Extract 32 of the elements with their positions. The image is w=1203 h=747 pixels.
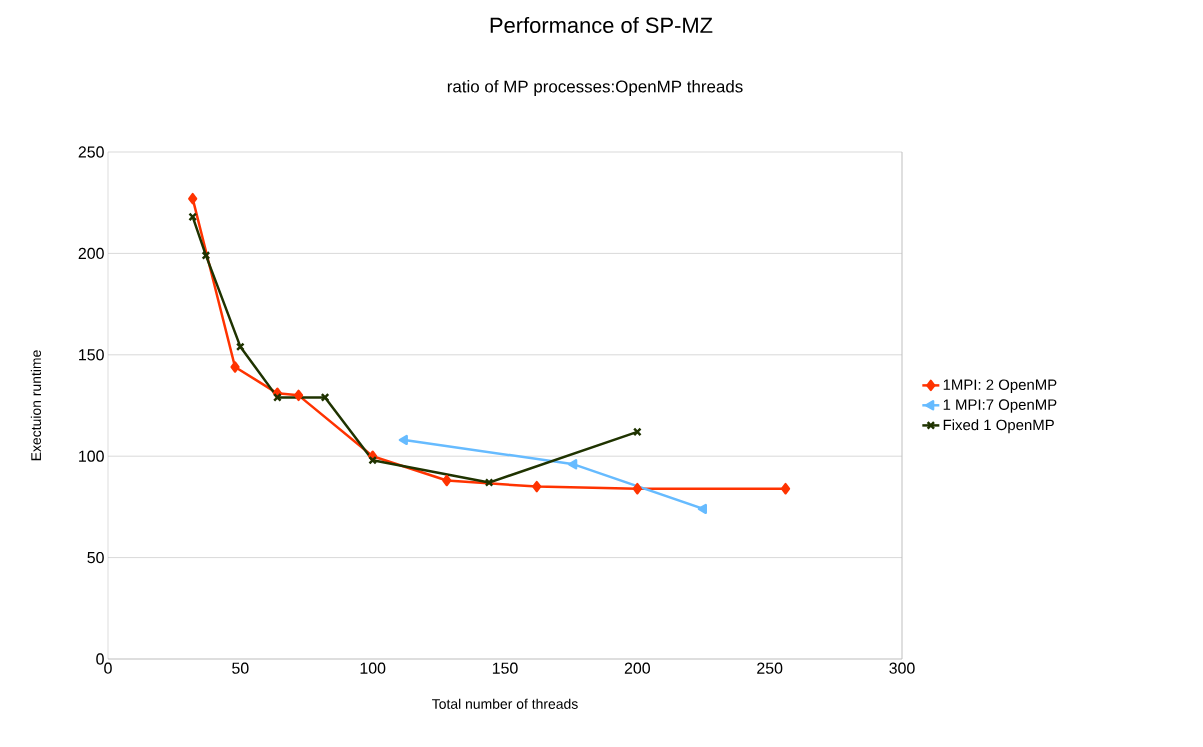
- x-tick-label: 300: [889, 662, 915, 674]
- y-tick-label: 100: [79, 450, 104, 462]
- x-tick-label: 200: [624, 662, 650, 674]
- y-axis-title: Exectuion runtime: [30, 350, 42, 461]
- point: [188, 192, 198, 205]
- point: [293, 389, 304, 402]
- y-tick-label: 200: [78, 247, 104, 260]
- point: [398, 434, 408, 446]
- y-tick-label: 250: [78, 146, 104, 158]
- legend-label: 1 MPI:7 OpenMP: [943, 399, 1057, 413]
- x-axis-title: Total number of threads: [432, 698, 578, 709]
- point: [532, 480, 542, 493]
- point: [780, 482, 791, 495]
- y-tick-label: 150: [79, 349, 104, 361]
- point: [568, 459, 578, 470]
- x-tick-label: 150: [492, 662, 518, 674]
- point: [442, 474, 452, 487]
- legend-label: Fixed 1 OpenMP: [943, 419, 1054, 434]
- chart-subtitle: ratio of MP processes:OpenMP threads: [447, 80, 743, 96]
- y-tick-label: 50: [87, 551, 104, 564]
- point: [632, 482, 642, 495]
- chart-title: Performance of SP-MZ: [490, 16, 713, 34]
- y-tick-label: 0: [96, 653, 104, 665]
- x-tick-label: 0: [104, 662, 112, 674]
- x-tick-label: 50: [232, 662, 249, 674]
- point: [230, 361, 240, 373]
- legend-label: 1MPI: 2 OpenMP: [943, 379, 1057, 393]
- x-tick-label: 100: [360, 662, 386, 674]
- point: [697, 503, 707, 515]
- point: [484, 478, 494, 487]
- point: [201, 251, 211, 260]
- x-tick-label: 250: [757, 662, 783, 674]
